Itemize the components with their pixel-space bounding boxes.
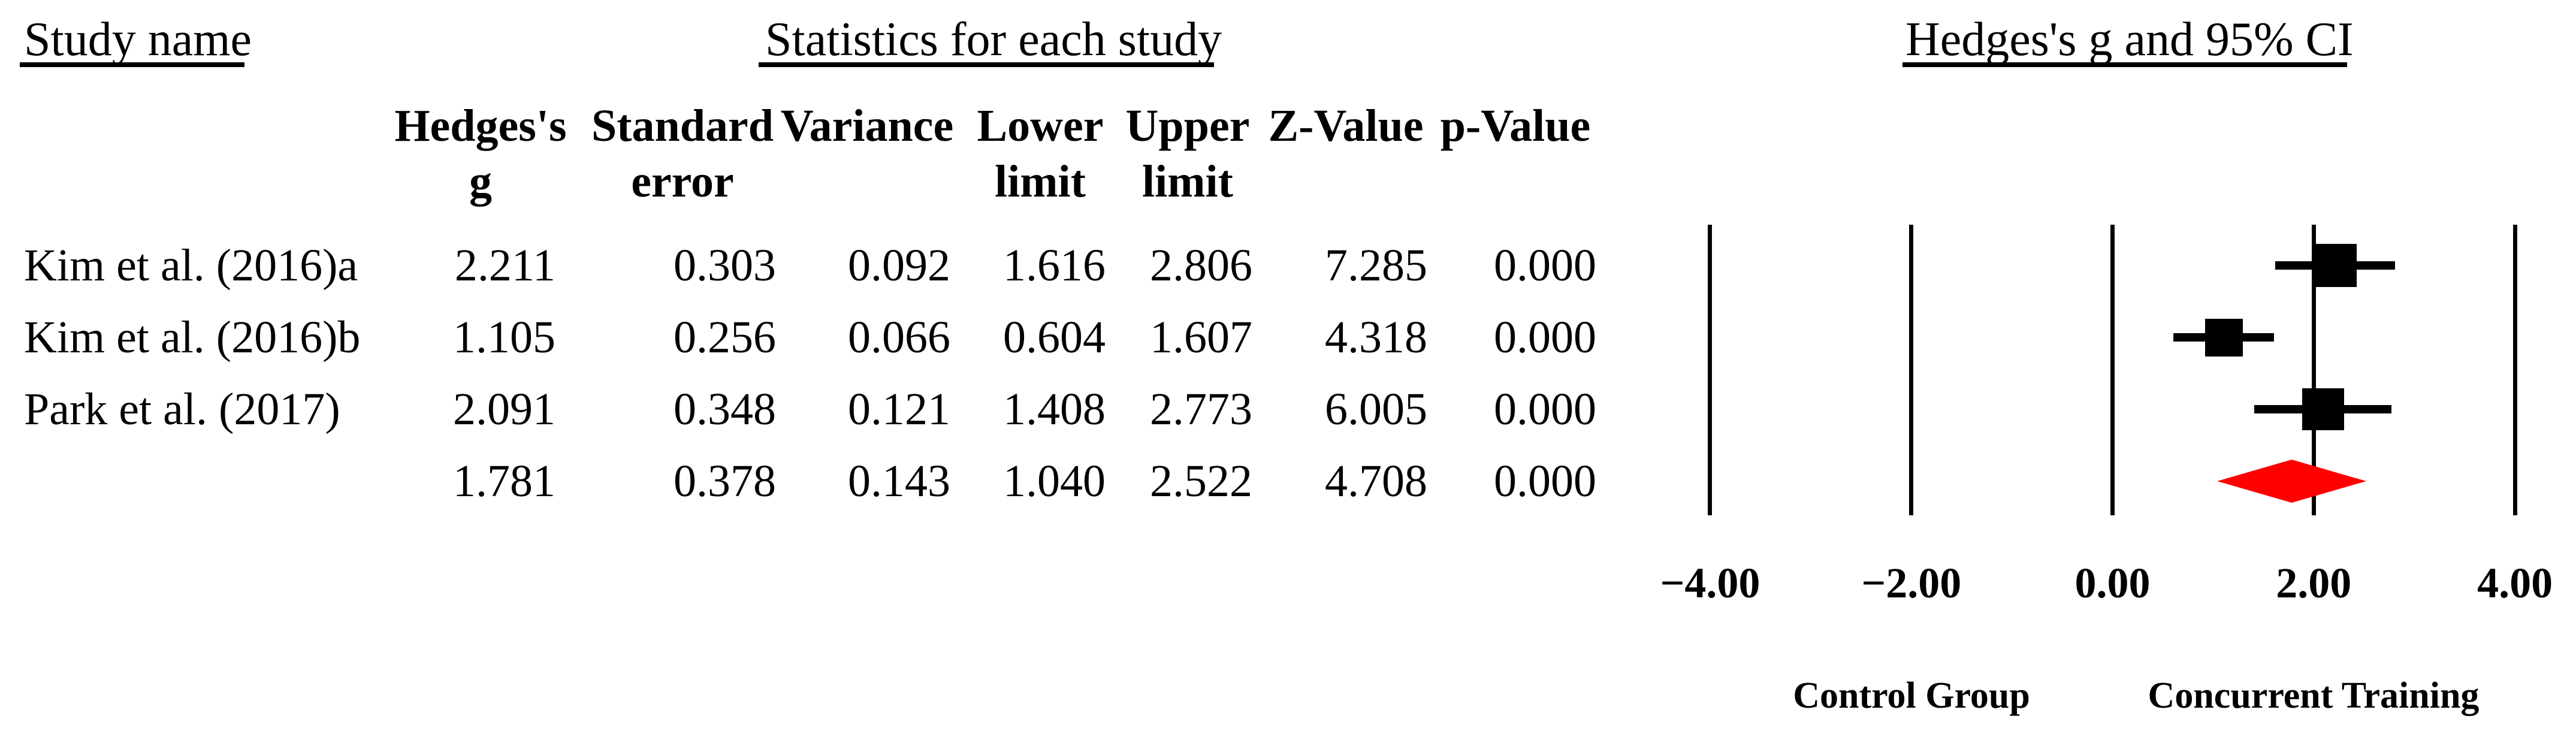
axis-tick-label: 0.00	[2074, 559, 2151, 607]
study-name-cell: Kim et al. (2016)a	[24, 240, 358, 291]
z-value-cell: 4.708	[1325, 456, 1427, 506]
column-header-lower-limit: Lower limit	[908, 98, 1172, 210]
column-header-z-value: Z-Value	[1214, 98, 1478, 210]
column-header-line: error	[631, 156, 734, 207]
axis-gridline	[1909, 225, 1914, 515]
axis-gridline	[2110, 225, 2115, 515]
upper-limit-cell: 2.773	[1150, 384, 1252, 434]
column-header-line: p-Value	[1440, 101, 1591, 151]
column-header-hedges-g: Hedges's g	[349, 98, 612, 210]
axis-gridline	[2311, 225, 2316, 515]
lower-limit-cell: 1.408	[1003, 384, 1106, 434]
z-value-cell: 4.318	[1325, 312, 1427, 363]
axis-tick-label: 4.00	[2477, 559, 2553, 607]
axis-tick-label: −2.00	[1861, 559, 1962, 607]
plot-header: Hedges's g and 95% CI	[1905, 13, 2354, 66]
lower-limit-cell: 1.040	[1003, 456, 1106, 506]
column-header-p-value: p-Value	[1384, 98, 1647, 210]
lower-limit-cell: 0.604	[1003, 312, 1106, 363]
column-header-line: limit	[1142, 156, 1233, 207]
effect-size-marker	[2204, 318, 2243, 357]
hedges-g-cell: 2.211	[454, 240, 555, 291]
effect-size-marker	[2313, 244, 2357, 287]
hedges-g-cell: 1.781	[453, 456, 555, 506]
upper-limit-cell: 1.607	[1150, 312, 1252, 363]
axis-tick-label: −4.00	[1660, 559, 1760, 607]
column-header-line: g	[469, 156, 492, 207]
axis-gridline	[1708, 225, 1713, 515]
study-name-cell: Park et al. (2017)	[24, 384, 340, 434]
statistics-header-underline	[759, 62, 1214, 67]
column-header-line: limit	[995, 156, 1086, 207]
upper-limit-cell: 2.522	[1150, 456, 1252, 506]
column-header-line: Lower	[977, 101, 1104, 151]
study-name-header-underline	[20, 62, 244, 67]
column-header-line: Z-Value	[1268, 101, 1424, 151]
p-value-cell: 0.000	[1494, 384, 1596, 434]
column-header-line: Hedges's	[394, 101, 567, 151]
column-header-line: Variance	[780, 101, 954, 151]
effect-size-marker	[2302, 388, 2344, 430]
plot-header-underline	[1902, 62, 2347, 67]
hedges-g-cell: 1.105	[453, 312, 555, 363]
variance-cell: 0.092	[848, 240, 950, 291]
upper-limit-cell: 2.806	[1150, 240, 1252, 291]
study-name-header: Study name	[24, 13, 252, 66]
variance-cell: 0.066	[848, 312, 950, 363]
standard-error-cell: 0.378	[674, 456, 776, 506]
p-value-cell: 0.000	[1494, 456, 1596, 506]
column-header-upper-limit: Upper limit	[1056, 98, 1319, 210]
axis-tick-label: 2.00	[2276, 559, 2352, 607]
group-label-concurrent-training: Concurrent Training	[2148, 675, 2480, 716]
variance-cell: 0.143	[848, 456, 950, 506]
standard-error-cell: 0.303	[674, 240, 776, 291]
summary-diamond	[2217, 460, 2366, 503]
lower-limit-cell: 1.616	[1003, 240, 1106, 291]
axis-gridline	[2512, 225, 2517, 515]
column-header-variance: Variance	[735, 98, 999, 210]
z-value-cell: 7.285	[1325, 240, 1427, 291]
study-name-cell: Kim et al. (2016)b	[24, 312, 361, 363]
standard-error-cell: 0.348	[674, 384, 776, 434]
p-value-cell: 0.000	[1494, 240, 1596, 291]
p-value-cell: 0.000	[1494, 312, 1596, 363]
column-header-line: Upper	[1125, 101, 1250, 151]
column-header-line: Standard	[591, 101, 774, 151]
group-label-control: Control Group	[1793, 675, 2030, 716]
hedges-g-cell: 2.091	[453, 384, 555, 434]
statistics-header: Statistics for each study	[765, 13, 1222, 66]
z-value-cell: 6.005	[1325, 384, 1427, 434]
standard-error-cell: 0.256	[674, 312, 776, 363]
column-header-standard-error: Standard error	[551, 98, 814, 210]
variance-cell: 0.121	[848, 384, 950, 434]
